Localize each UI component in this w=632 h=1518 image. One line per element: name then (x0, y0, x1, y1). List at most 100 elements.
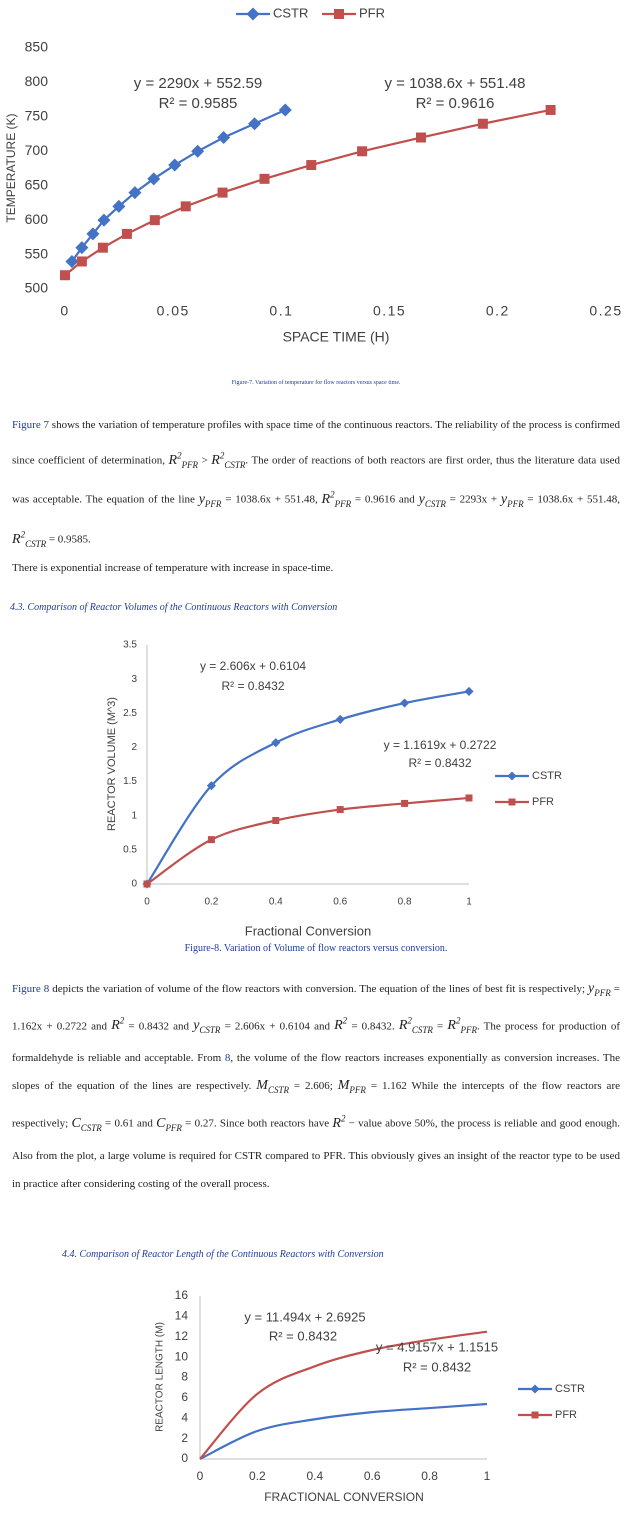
subscript: CSTR (80, 1122, 102, 1133)
trendline-equation: R² = 0.8432 (403, 1359, 471, 1374)
text-run: = 1.162x + 0.2722 and (12, 983, 620, 1033)
series-line (71, 108, 286, 263)
subscript: CSTR (199, 1025, 221, 1036)
y-tick-label: 0 (131, 879, 137, 890)
marker (143, 880, 151, 888)
x-tick-label: 0 (197, 1469, 204, 1483)
math: R2PFR (169, 450, 199, 470)
text-run: shows the variation of temperature profi… (12, 419, 620, 467)
legend-label: PFR (532, 796, 554, 808)
x-axis-title: SPACE TIME (H) (283, 329, 390, 345)
marker (75, 241, 89, 255)
marker (271, 738, 281, 748)
series-line (199, 1330, 488, 1460)
text-run: , the volume of the flow reactors increa… (12, 1052, 620, 1093)
subscript: PFR (204, 498, 222, 509)
marker (415, 132, 426, 143)
subscript: CSTR (411, 1025, 433, 1036)
math: MPFR (337, 1078, 366, 1095)
superscript: 2 (177, 450, 182, 460)
series-line (146, 690, 470, 885)
math: R2CSTR (399, 1016, 433, 1036)
paragraph: Figure 7 shows the variation of temperat… (12, 410, 620, 558)
x-tick-label: 1 (466, 897, 472, 908)
y-tick-label: 0 (181, 1451, 188, 1465)
superscript: 2 (330, 489, 335, 500)
math: R2 (332, 1113, 346, 1131)
y-tick-label: 16 (175, 1288, 189, 1302)
math: yCSTR (193, 1018, 221, 1036)
trendline-equation: R² = 0.8432 (269, 1328, 337, 1343)
figure-link: 8 (224, 1052, 231, 1065)
marker (217, 131, 231, 145)
math-symbol: y (588, 981, 595, 996)
marker (149, 215, 160, 226)
x-tick-label: 0.4 (269, 897, 283, 908)
figure-link: Figure 7 (12, 419, 50, 431)
marker (545, 104, 556, 115)
y-axis-title: REACTOR VOLUME (M^3) (106, 697, 118, 831)
marker (248, 117, 262, 131)
trendline-equation: y = 11.494x + 2.6925 (244, 1309, 365, 1324)
math-symbol: R (447, 1018, 456, 1034)
y-tick-label: 12 (175, 1329, 189, 1343)
marker (76, 256, 87, 267)
y-tick-label: 2.5 (123, 708, 137, 719)
marker (477, 118, 488, 129)
text-run: = 0.8432. (347, 1020, 399, 1033)
legend-marker (508, 798, 516, 806)
subscript: CSTR (424, 498, 446, 509)
trendline-equation: y = 1038.6x + 551.48 (385, 75, 526, 92)
math-symbol: M (337, 1078, 350, 1094)
marker (401, 799, 409, 807)
marker (336, 806, 344, 814)
text-run: > (198, 454, 212, 467)
x-tick-label: 0 (60, 303, 69, 319)
y-tick-label: 4 (181, 1410, 188, 1424)
math-symbol: R (111, 1018, 120, 1034)
math-symbol: R (332, 1115, 341, 1131)
math: MCSTR (256, 1078, 289, 1095)
x-tick-label: 1 (484, 1469, 491, 1483)
paragraph: There is exponential increase of tempera… (12, 558, 620, 578)
trendline-equation: R² = 0.9585 (159, 95, 238, 112)
y-tick-label: 750 (25, 108, 49, 124)
superscript: 2 (219, 450, 225, 460)
marker (272, 816, 280, 824)
math-symbol: y (198, 492, 205, 508)
math-symbol: y (418, 492, 425, 508)
marker (112, 199, 126, 213)
x-axis-title: FRACTIONAL CONVERSION (264, 1490, 424, 1504)
math: R2PFR (447, 1016, 477, 1035)
y-tick-label: 500 (25, 280, 49, 296)
y-tick-label: 8 (181, 1370, 188, 1384)
section-heading: 4.4. Comparison of Reactor Length of the… (62, 1249, 384, 1260)
series-line (146, 796, 470, 885)
math: R2PFR (321, 489, 352, 508)
subscript: CSTR (224, 459, 246, 470)
marker (147, 172, 161, 186)
subscript: PFR (181, 459, 199, 470)
trendline-equation: y = 4.9157x + 1.1515 (376, 1339, 498, 1354)
text-run: = 2293x + (445, 494, 501, 507)
math: CPFR (156, 1116, 182, 1133)
superscript: 2 (340, 1113, 346, 1124)
subscript: PFR (507, 498, 524, 509)
marker (65, 254, 79, 268)
subscript: PFR (165, 1122, 182, 1133)
math-symbol: R (334, 1018, 343, 1034)
math-symbol: C (71, 1115, 81, 1131)
marker (97, 213, 111, 227)
y-tick-label: 700 (25, 142, 49, 158)
math-symbol: R (321, 492, 331, 508)
marker (180, 201, 191, 212)
x-tick-label: 0.1 (269, 303, 293, 319)
figure-link: Figure 8 (12, 983, 50, 995)
math-symbol: y (500, 492, 508, 508)
trendline-equation: R² = 0.8432 (221, 679, 284, 693)
text-run: There is exponential increase of tempera… (12, 562, 334, 574)
legend-marker (246, 7, 260, 21)
marker (60, 270, 70, 281)
volume-chart: 0 0.5 1 1.5 2 2.5 3 3.5 0 0.2 0.4 0.6 0.8 1 Fractional… (106, 640, 562, 939)
x-tick-label: 0.4 (306, 1469, 323, 1483)
